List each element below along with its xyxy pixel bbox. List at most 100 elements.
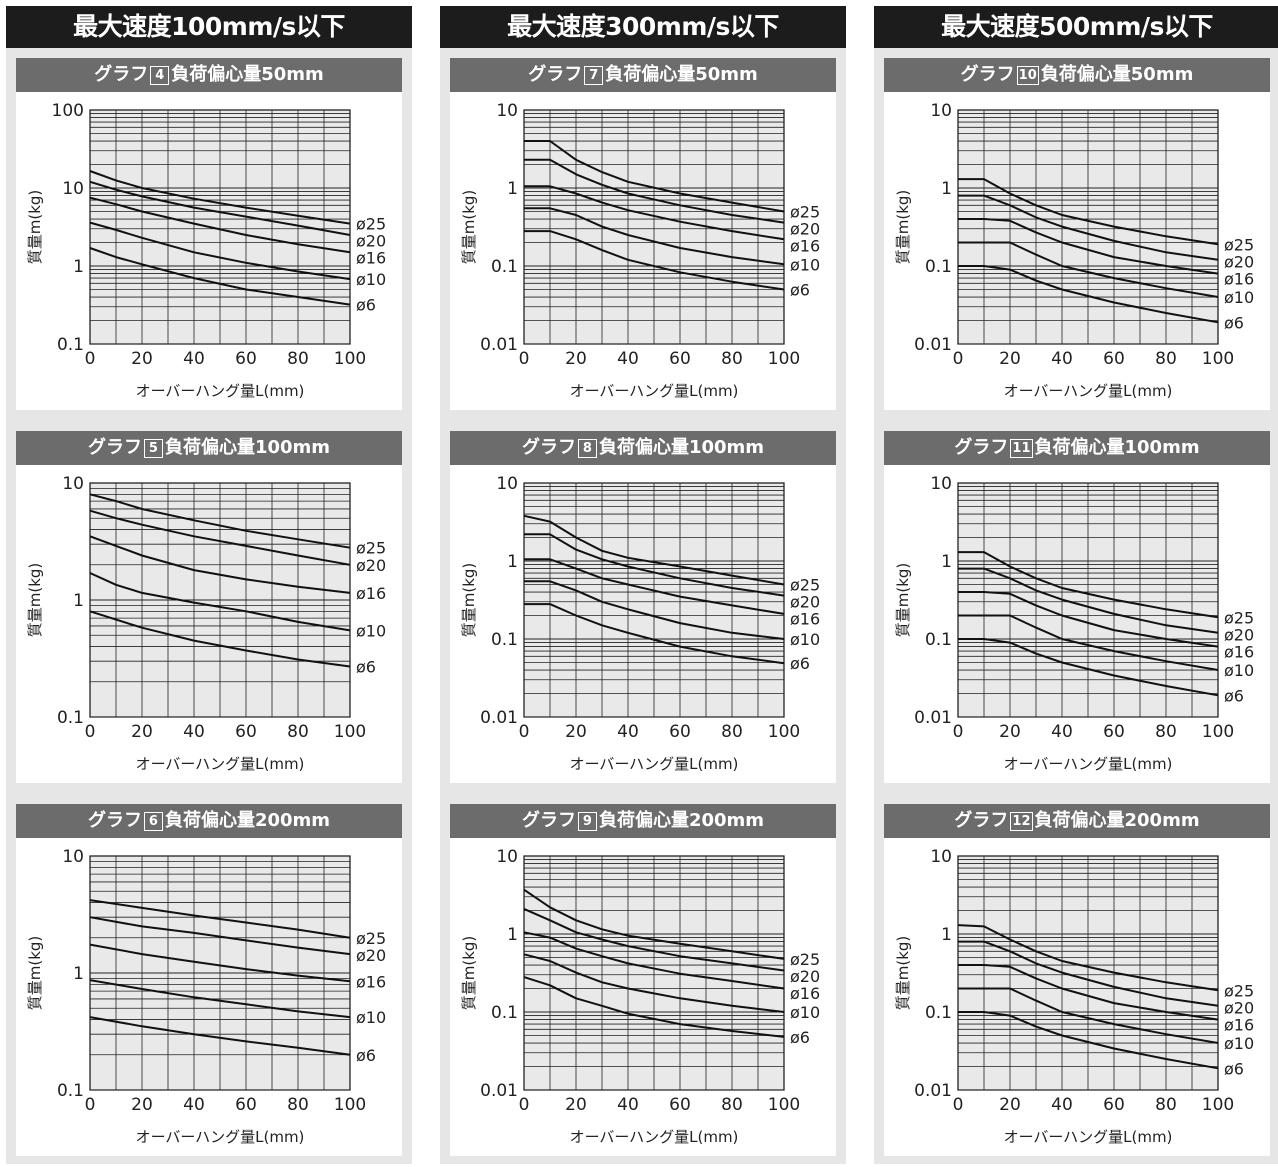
x-tick-label: 60 [235,722,257,742]
x-tick-label: 80 [287,349,309,369]
series-line [524,158,785,224]
series-label: ø20 [790,219,820,238]
series-line [958,987,1219,1044]
x-tick-label: 40 [617,1095,639,1115]
x-tick-label: 60 [235,1095,257,1115]
y-tick-label: 0.1 [925,257,952,277]
series-line [958,218,1219,275]
chart-title-suffix: 負荷偏心量100mm [164,437,331,458]
series-label: ø10 [356,1008,386,1027]
x-tick-label: 80 [1155,349,1177,369]
series-label: ø25 [1224,235,1254,254]
series-label: ø20 [1224,998,1254,1017]
chart-title-prefix: グラフ [87,810,142,831]
y-tick-label: 1 [73,964,84,984]
series-label: ø10 [356,270,386,289]
x-tick-label: 80 [287,1095,309,1115]
y-tick-label: 10 [62,474,84,494]
x-tick-label: 20 [131,722,153,742]
series-line [89,180,351,236]
series-line [89,535,351,594]
x-tick-label: 100 [768,1095,800,1115]
series-line [958,551,1219,619]
series-line [89,221,351,281]
grid [524,856,784,1091]
x-tick-label: 80 [287,722,309,742]
x-tick-label: 100 [1202,1095,1234,1115]
y-tick-label: 0.01 [480,708,518,728]
series-line [524,533,785,597]
series-line [89,572,351,632]
y-axis-label: 質量m(kg) [894,936,912,1011]
series-label: ø6 [790,654,810,673]
column-title: 最大速度100mm/s以下 [6,6,412,48]
series-line [524,580,785,640]
y-tick-label: 0.1 [925,630,952,650]
series-line [524,185,785,241]
chart-title-prefix: グラフ [960,64,1015,85]
series-line [89,493,351,549]
series-line [524,603,785,665]
series-label: ø20 [356,556,386,575]
series-line [957,924,1219,992]
x-axis-label: オーバーハング量L(mm) [1004,755,1173,773]
series-line [958,178,1219,246]
chart-title-prefix: グラフ [954,437,1009,458]
speed-column: 最大速度100mm/s以下 グラフ 4 負荷偏心量50mm 0 20 40 60 80 100 0.… [6,6,412,1164]
y-tick-label: 1 [73,591,84,611]
chart-panel: グラフ 12 負荷偏心量200mm 0 20 40 60 80 100 0.01 0.1 1 10 オーバ… [884,804,1270,1156]
x-tick-label: 40 [183,722,205,742]
series-line [524,230,785,291]
series-label: ø6 [356,1046,376,1065]
speed-column: 最大速度500mm/s以下 グラフ 10 負荷偏心量50mm 0 20 40 60 80 100 0… [874,6,1278,1164]
chart-panel: グラフ 6 負荷偏心量200mm 0 20 40 60 80 100 0.1 1 10 オーバーハング量… [16,804,402,1156]
series-label: ø25 [790,575,820,594]
line-chart: 0 20 40 60 80 100 0.01 0.1 1 10 オーバーハング量L(mm) 質量m(k… [894,474,1254,773]
x-axis-label: オーバーハング量L(mm) [570,382,739,400]
x-tick-label: 60 [1103,349,1125,369]
chart-title: グラフ 8 負荷偏心量100mm [450,431,836,465]
x-tick-label: 60 [235,349,257,369]
x-tick-label: 100 [1202,722,1234,742]
y-tick-label: 1 [507,552,518,572]
y-tick-label: 10 [496,474,518,494]
series-line [523,976,785,1038]
x-tick-label: 100 [1202,349,1234,369]
series-line [958,964,1219,1021]
x-tick-label: 40 [1051,1095,1073,1115]
x-tick-label: 40 [183,1095,205,1115]
y-tick-label: 0.1 [57,335,84,355]
x-tick-label: 20 [999,349,1021,369]
chart-title: グラフ 9 負荷偏心量200mm [450,804,836,838]
column-title: 最大速度300mm/s以下 [440,6,846,48]
y-axis-label: 質量m(kg) [26,563,44,638]
x-tick-label: 20 [565,1095,587,1115]
x-tick-label: 40 [617,722,639,742]
series-label: ø25 [1224,608,1254,627]
y-tick-label: 0.01 [914,335,952,355]
chart-panel: グラフ 7 負荷偏心量50mm 0 20 40 60 80 100 0.01 0.1 1 10 オーバーハ… [450,58,836,410]
line-chart: 0 20 40 60 80 100 0.01 0.1 1 10 オーバーハング量L(mm) 質量m(k… [460,474,820,773]
series-label: ø25 [356,929,386,948]
x-axis-label: オーバーハング量L(mm) [570,1128,739,1146]
x-tick-label: 60 [1103,722,1125,742]
series-label: ø10 [790,630,820,649]
series-label: ø20 [356,232,386,251]
chart-title-prefix: グラフ [521,437,576,458]
chart-title: グラフ 12 負荷偏心量200mm [884,804,1270,838]
series-label: ø16 [790,609,820,628]
chart-title: グラフ 11 負荷偏心量100mm [884,431,1270,465]
chart-title: グラフ 7 負荷偏心量50mm [450,58,836,92]
series-line [523,953,785,1013]
series-label: ø16 [1224,269,1254,288]
y-tick-label: 0.1 [491,630,518,650]
x-tick-label: 100 [768,349,800,369]
x-axis-label: オーバーハング量L(mm) [1004,382,1173,400]
column-title: 最大速度500mm/s以下 [874,6,1278,48]
series-label: ø16 [356,584,386,603]
series-label: ø25 [790,202,820,221]
line-chart: 0 20 40 60 80 100 0.01 0.1 1 10 オーバーハング量L(mm) 質量m(k… [460,847,820,1146]
series-label: ø10 [1224,661,1254,680]
grid [958,110,1218,345]
series-line [89,170,351,225]
